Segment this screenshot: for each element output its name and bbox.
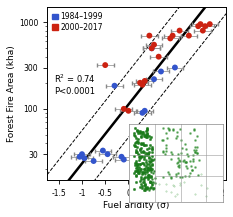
Point (113, 84, 116, 87)
Point (140, 111, 144, 115)
Point (80, 152, 84, 156)
Point (203, 25, 207, 28)
Y-axis label: Forest Fire Area (kha): Forest Fire Area (kha) (7, 45, 16, 142)
Point (196, 25, 200, 28)
Point (173, 66, 177, 69)
X-axis label: Fuel aridity (σ): Fuel aridity (σ) (103, 201, 170, 210)
Point (152, 43, 156, 46)
Point (78, 155, 82, 158)
Point (199, 22, 202, 26)
Point (143, 109, 147, 113)
Point (140, 83, 144, 86)
Point (122, 107, 126, 111)
Point (157, 55, 161, 58)
Point (159, 70, 163, 73)
Point (127, 109, 130, 113)
Text: R$^2$ = 0.74: R$^2$ = 0.74 (54, 73, 96, 85)
Point (187, 34, 191, 37)
Point (147, 34, 151, 37)
Point (82, 156, 86, 160)
Point (168, 37, 172, 40)
Point (143, 79, 147, 83)
Point (106, 152, 110, 156)
Point (201, 29, 205, 32)
Point (208, 22, 212, 26)
Text: P<0.0001: P<0.0001 (54, 87, 95, 96)
Point (178, 29, 182, 32)
Point (152, 77, 156, 81)
Point (101, 149, 105, 152)
Point (138, 81, 142, 84)
Point (171, 34, 175, 37)
Point (150, 47, 154, 50)
Point (122, 158, 126, 161)
Point (150, 47, 154, 50)
Legend: 1984–1999, 2000–2017: 1984–1999, 2000–2017 (51, 11, 104, 33)
Point (120, 155, 123, 158)
Point (92, 159, 96, 163)
Point (103, 63, 107, 67)
